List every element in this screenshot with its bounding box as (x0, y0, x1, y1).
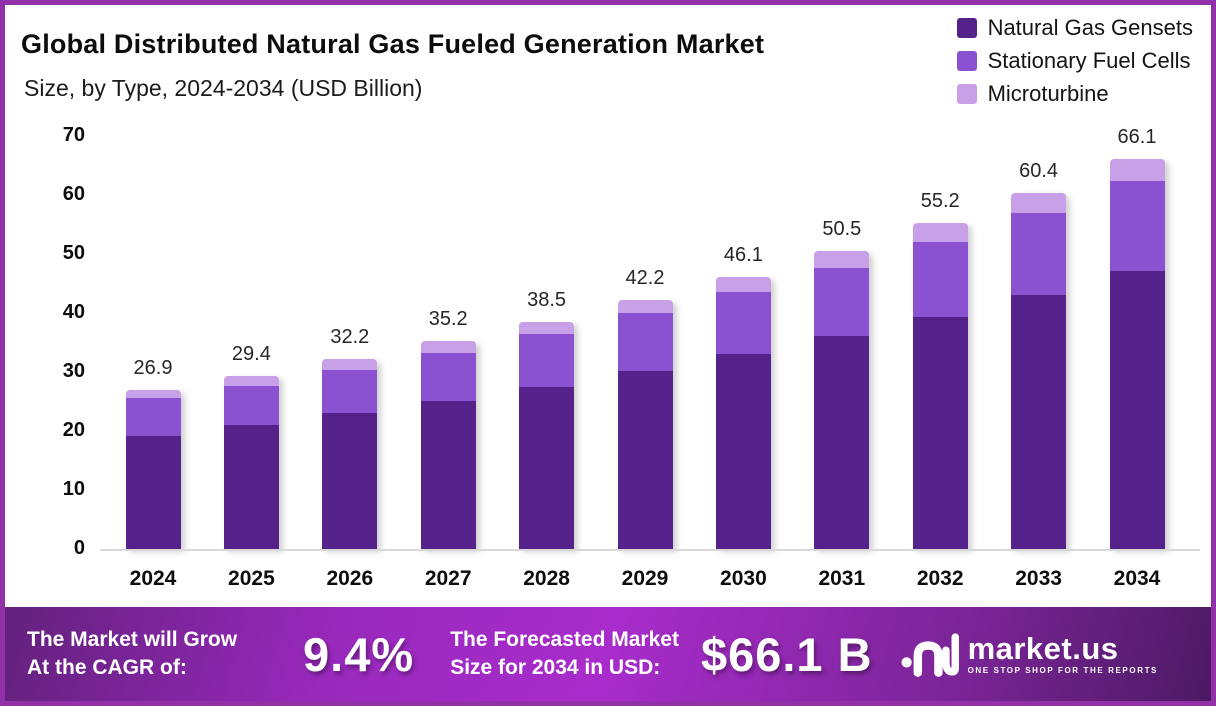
forecast-label: The Forecasted Market Size for 2034 in U… (450, 627, 679, 679)
x-axis-label-2026: 2026 (326, 567, 374, 590)
bar-2026 (322, 359, 378, 549)
bar-2027 (420, 341, 476, 549)
bar-2028 (519, 321, 575, 549)
legend-label: Stationary Fuel Cells (987, 48, 1191, 73)
bar-segment (519, 321, 575, 335)
plot-area: 26.9 29.4 32.2 35.2 38.5 42.2 46.1 50.5 55.2 60.4… (100, 126, 1200, 549)
bar-segment (1011, 294, 1067, 549)
bar-segment (322, 359, 378, 370)
bar-segment (1011, 212, 1067, 295)
x-axis-label-2025: 2025 (228, 567, 275, 590)
x-axis-label-2030: 2030 (720, 567, 767, 590)
x-axis-label-2024: 2024 (129, 567, 177, 590)
logo-tagline: ONE STOP SHOP FOR THE REPORTS (967, 666, 1158, 675)
bar-total-label: 26.9 (133, 357, 173, 380)
x-axis-label-2032: 2032 (916, 567, 964, 590)
legend-swatch-icon (956, 51, 977, 71)
bar-total-label: 55.2 (920, 190, 960, 213)
chart-legend: Natural Gas Gensets Stationary Fuel Cell… (956, 15, 1193, 107)
bar-segment (125, 390, 181, 398)
bar-segment (519, 334, 575, 388)
bar-segment (420, 400, 476, 549)
bar-segment (322, 413, 378, 549)
bar-segment (1109, 270, 1165, 549)
bar-segment (715, 354, 771, 549)
bar-segment (1109, 181, 1165, 271)
bar-segment (519, 387, 575, 549)
page-title: Global Distributed Natural Gas Fueled Ge… (21, 29, 765, 59)
x-axis-label-2033: 2033 (1015, 567, 1062, 590)
bar-segment (912, 242, 968, 317)
bar-segment (715, 277, 771, 292)
y-axis-tick-label: 0 (73, 537, 85, 559)
page-subtitle: Size, by Type, 2024-2034 (USD Billion) (24, 75, 423, 101)
legend-item-stationary-fuel-cells: Stationary Fuel Cells (956, 48, 1193, 74)
logo-name: market.us (967, 631, 1119, 666)
bar-segment (814, 336, 870, 549)
y-axis-tick-label: 50 (62, 242, 85, 264)
x-axis-label-2029: 2029 (621, 567, 669, 590)
marketus-logo-icon (901, 633, 959, 677)
bar-2025 (223, 375, 279, 549)
y-axis-tick-label: 70 (62, 124, 85, 146)
bar-2029 (617, 300, 673, 549)
cagr-label: The Market will Grow At the CAGR of: (27, 627, 238, 679)
bar-segment (617, 313, 673, 371)
bar-segment (223, 375, 279, 386)
bar-segment (223, 425, 279, 549)
bar-segment (223, 385, 279, 426)
bar-segment (814, 268, 870, 337)
bar-segment (125, 397, 181, 436)
bar-segment (814, 251, 870, 269)
legend-item-microturbine: Microturbine (956, 81, 1193, 107)
cagr-value: 9.4% (303, 627, 415, 681)
legend-swatch-icon (956, 18, 977, 38)
bar-segment (1011, 192, 1067, 213)
bar-segment (715, 291, 771, 355)
bar-segment (420, 352, 476, 401)
bar-total-label: 29.4 (231, 342, 271, 365)
x-axis-label-2028: 2028 (523, 567, 570, 590)
bar-total-label: 66.1 (1117, 126, 1157, 149)
bar-2034 (1109, 159, 1165, 549)
y-axis-tick-label: 10 (62, 478, 85, 500)
bar-total-label: 60.4 (1019, 159, 1059, 182)
y-axis-tick-label: 40 (62, 301, 85, 323)
marketus-logo: market.us ONE STOP SHOP FOR THE REPORTS (901, 628, 1158, 680)
y-axis-tick-label: 60 (62, 183, 85, 205)
bar-segment (420, 341, 476, 353)
legend-label: Natural Gas Gensets (987, 15, 1193, 40)
bar-total-label: 50.5 (822, 218, 862, 241)
legend-item-natural-gas-gensets: Natural Gas Gensets (956, 15, 1193, 41)
y-axis-tick-label: 30 (62, 360, 85, 382)
bar-total-label: 46.1 (723, 244, 763, 267)
x-axis-label-2027: 2027 (424, 567, 472, 590)
bar-segment (617, 370, 673, 549)
legend-label: Microturbine (987, 81, 1109, 106)
bar-segment (912, 316, 968, 549)
bar-segment (322, 369, 378, 414)
bar-total-label: 32.2 (330, 326, 370, 349)
x-axis-line (100, 549, 1200, 551)
x-axis-label-2031: 2031 (818, 567, 866, 590)
bar-2032 (912, 223, 968, 549)
legend-swatch-icon (956, 84, 977, 104)
x-axis-label-2034: 2034 (1113, 567, 1161, 590)
forecast-value: $66.1 B (700, 627, 873, 681)
bar-total-label: 42.2 (625, 267, 665, 290)
bar-2031 (814, 251, 870, 549)
bar-total-label: 35.2 (428, 308, 468, 331)
bar-segment (125, 435, 181, 549)
bar-2030 (715, 277, 771, 549)
bar-segment (912, 223, 968, 243)
bar-segment (617, 300, 673, 314)
bar-2033 (1011, 192, 1067, 549)
footer-banner: The Market will Grow At the CAGR of: 9.4… (5, 607, 1211, 701)
y-axis-tick-label: 20 (62, 419, 85, 441)
bar-segment (1109, 159, 1165, 182)
bar-2024 (125, 390, 181, 549)
bar-total-label: 38.5 (527, 288, 567, 311)
